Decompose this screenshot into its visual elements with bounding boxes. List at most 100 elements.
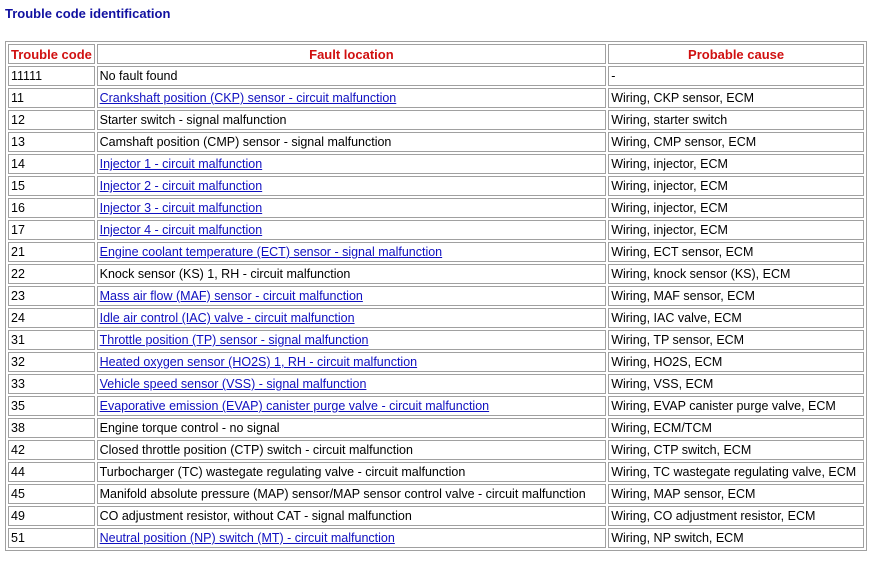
table-body: 11111 No fault found -11 Crankshaft positio… [8, 66, 864, 548]
probable-cause: Wiring, MAF sensor, ECM [608, 286, 864, 306]
fault-location: Vehicle speed sensor (VSS) - signal malf… [96, 374, 607, 394]
fault-location-link[interactable]: Heated oxygen sensor (HO2S) 1, RH - circ… [99, 355, 418, 369]
probable-cause: Wiring, CTP switch, ECM [608, 440, 864, 460]
trouble-code: 44 [8, 462, 95, 482]
table-row: 11111 No fault found - [8, 66, 864, 86]
table-row: 35 Evaporative emission (EVAP) canister p… [8, 396, 864, 416]
probable-cause: Wiring, ECM/TCM [608, 418, 864, 438]
probable-cause: Wiring, EVAP canister purge valve, ECM [608, 396, 864, 416]
trouble-code: 22 [8, 264, 95, 284]
probable-cause: Wiring, MAP sensor, ECM [608, 484, 864, 504]
fault-location-link[interactable]: Idle air control (IAC) valve - circuit m… [99, 311, 355, 325]
probable-cause: Wiring, VSS, ECM [608, 374, 864, 394]
fault-location: Idle air control (IAC) valve - circuit m… [96, 308, 607, 328]
probable-cause: Wiring, knock sensor (KS), ECM [608, 264, 864, 284]
probable-cause: Wiring, injector, ECM [608, 198, 864, 218]
table-row: 12 Starter switch - signal malfunction Wir… [8, 110, 864, 130]
fault-location-link[interactable]: Crankshaft position (CKP) sensor - circu… [99, 91, 397, 105]
trouble-code: 42 [8, 440, 95, 460]
trouble-code: 35 [8, 396, 95, 416]
trouble-code: 11 [8, 88, 95, 108]
fault-location: CO adjustment resistor, without CAT - si… [96, 506, 607, 526]
fault-location: Crankshaft position (CKP) sensor - circu… [96, 88, 607, 108]
fault-location: Injector 4 - circuit malfunction [96, 220, 607, 240]
probable-cause: Wiring, injector, ECM [608, 176, 864, 196]
trouble-code: 11111 [8, 66, 95, 86]
table-row: 44 Turbocharger (TC) wastegate regulating… [8, 462, 864, 482]
table-row: 23 Mass air flow (MAF) sensor - circuit m… [8, 286, 864, 306]
trouble-code: 45 [8, 484, 95, 504]
fault-location: Engine torque control - no signal [96, 418, 607, 438]
probable-cause: Wiring, CMP sensor, ECM [608, 132, 864, 152]
fault-location: Evaporative emission (EVAP) canister pur… [96, 396, 607, 416]
probable-cause: Wiring, HO2S, ECM [608, 352, 864, 372]
fault-location: Starter switch - signal malfunction [96, 110, 607, 130]
fault-location-link[interactable]: Injector 1 - circuit malfunction [99, 157, 263, 171]
fault-location-link[interactable]: Injector 3 - circuit malfunction [99, 201, 263, 215]
trouble-code: 16 [8, 198, 95, 218]
table-row: 22 Knock sensor (KS) 1, RH - circuit malf… [8, 264, 864, 284]
trouble-code: 49 [8, 506, 95, 526]
probable-cause: Wiring, NP switch, ECM [608, 528, 864, 548]
fault-location: Injector 1 - circuit malfunction [96, 154, 607, 174]
fault-location: No fault found [96, 66, 607, 86]
table-row: 31 Throttle position (TP) sensor - signal… [8, 330, 864, 350]
table-row: 14 Injector 1 - circuit malfunction Wiring… [8, 154, 864, 174]
trouble-code: 13 [8, 132, 95, 152]
column-header: Trouble code [8, 44, 95, 64]
table-row: 13 Camshaft position (CMP) sensor - signa… [8, 132, 864, 152]
fault-location-link[interactable]: Engine coolant temperature (ECT) sensor … [99, 245, 443, 259]
column-header: Fault location [96, 44, 607, 64]
trouble-code: 14 [8, 154, 95, 174]
probable-cause: Wiring, TC wastegate regulating valve, E… [608, 462, 864, 482]
trouble-code: 24 [8, 308, 95, 328]
probable-cause: Wiring, injector, ECM [608, 154, 864, 174]
table-row: 15 Injector 2 - circuit malfunction Wiring… [8, 176, 864, 196]
probable-cause: Wiring, ECT sensor, ECM [608, 242, 864, 262]
table-row: 51 Neutral position (NP) switch (MT) - ci… [8, 528, 864, 548]
fault-location: Throttle position (TP) sensor - signal m… [96, 330, 607, 350]
trouble-code: 38 [8, 418, 95, 438]
table-row: 45 Manifold absolute pressure (MAP) senso… [8, 484, 864, 504]
trouble-code: 51 [8, 528, 95, 548]
fault-location-link[interactable]: Evaporative emission (EVAP) canister pur… [99, 399, 490, 413]
page-title: Trouble code identification [5, 6, 171, 21]
fault-location: Neutral position (NP) switch (MT) - circ… [96, 528, 607, 548]
table-row: 21 Engine coolant temperature (ECT) senso… [8, 242, 864, 262]
table-row: 38 Engine torque control - no signal Wirin… [8, 418, 864, 438]
fault-location-link[interactable]: Injector 4 - circuit malfunction [99, 223, 263, 237]
probable-cause: Wiring, CO adjustment resistor, ECM [608, 506, 864, 526]
fault-location: Engine coolant temperature (ECT) sensor … [96, 242, 607, 262]
fault-location: Camshaft position (CMP) sensor - signal … [96, 132, 607, 152]
fault-location: Mass air flow (MAF) sensor - circuit mal… [96, 286, 607, 306]
trouble-code: 33 [8, 374, 95, 394]
fault-location-link[interactable]: Vehicle speed sensor (VSS) - signal malf… [99, 377, 367, 391]
table-row: 11 Crankshaft position (CKP) sensor - cir… [8, 88, 864, 108]
fault-location-link[interactable]: Mass air flow (MAF) sensor - circuit mal… [99, 289, 363, 303]
trouble-code: 32 [8, 352, 95, 372]
fault-location: Manifold absolute pressure (MAP) sensor/… [96, 484, 607, 504]
trouble-code: 12 [8, 110, 95, 130]
table-row: 33 Vehicle speed sensor (VSS) - signal ma… [8, 374, 864, 394]
fault-location: Closed throttle position (CTP) switch - … [96, 440, 607, 460]
fault-location: Knock sensor (KS) 1, RH - circuit malfun… [96, 264, 607, 284]
probable-cause: - [608, 66, 864, 86]
fault-location-link[interactable]: Throttle position (TP) sensor - signal m… [99, 333, 369, 347]
fault-location: Injector 2 - circuit malfunction [96, 176, 607, 196]
fault-location: Heated oxygen sensor (HO2S) 1, RH - circ… [96, 352, 607, 372]
probable-cause: Wiring, CKP sensor, ECM [608, 88, 864, 108]
column-header: Probable cause [608, 44, 864, 64]
trouble-code: 15 [8, 176, 95, 196]
trouble-code-table: Trouble code Fault location Probable cau… [5, 41, 867, 551]
table-row: 42 Closed throttle position (CTP) switch … [8, 440, 864, 460]
trouble-code: 23 [8, 286, 95, 306]
fault-location-link[interactable]: Injector 2 - circuit malfunction [99, 179, 263, 193]
fault-location-link[interactable]: Neutral position (NP) switch (MT) - circ… [99, 531, 395, 545]
fault-location: Injector 3 - circuit malfunction [96, 198, 607, 218]
probable-cause: Wiring, starter switch [608, 110, 864, 130]
trouble-code: 17 [8, 220, 95, 240]
probable-cause: Wiring, TP sensor, ECM [608, 330, 864, 350]
probable-cause: Wiring, IAC valve, ECM [608, 308, 864, 328]
table-row: 49 CO adjustment resistor, without CAT - … [8, 506, 864, 526]
